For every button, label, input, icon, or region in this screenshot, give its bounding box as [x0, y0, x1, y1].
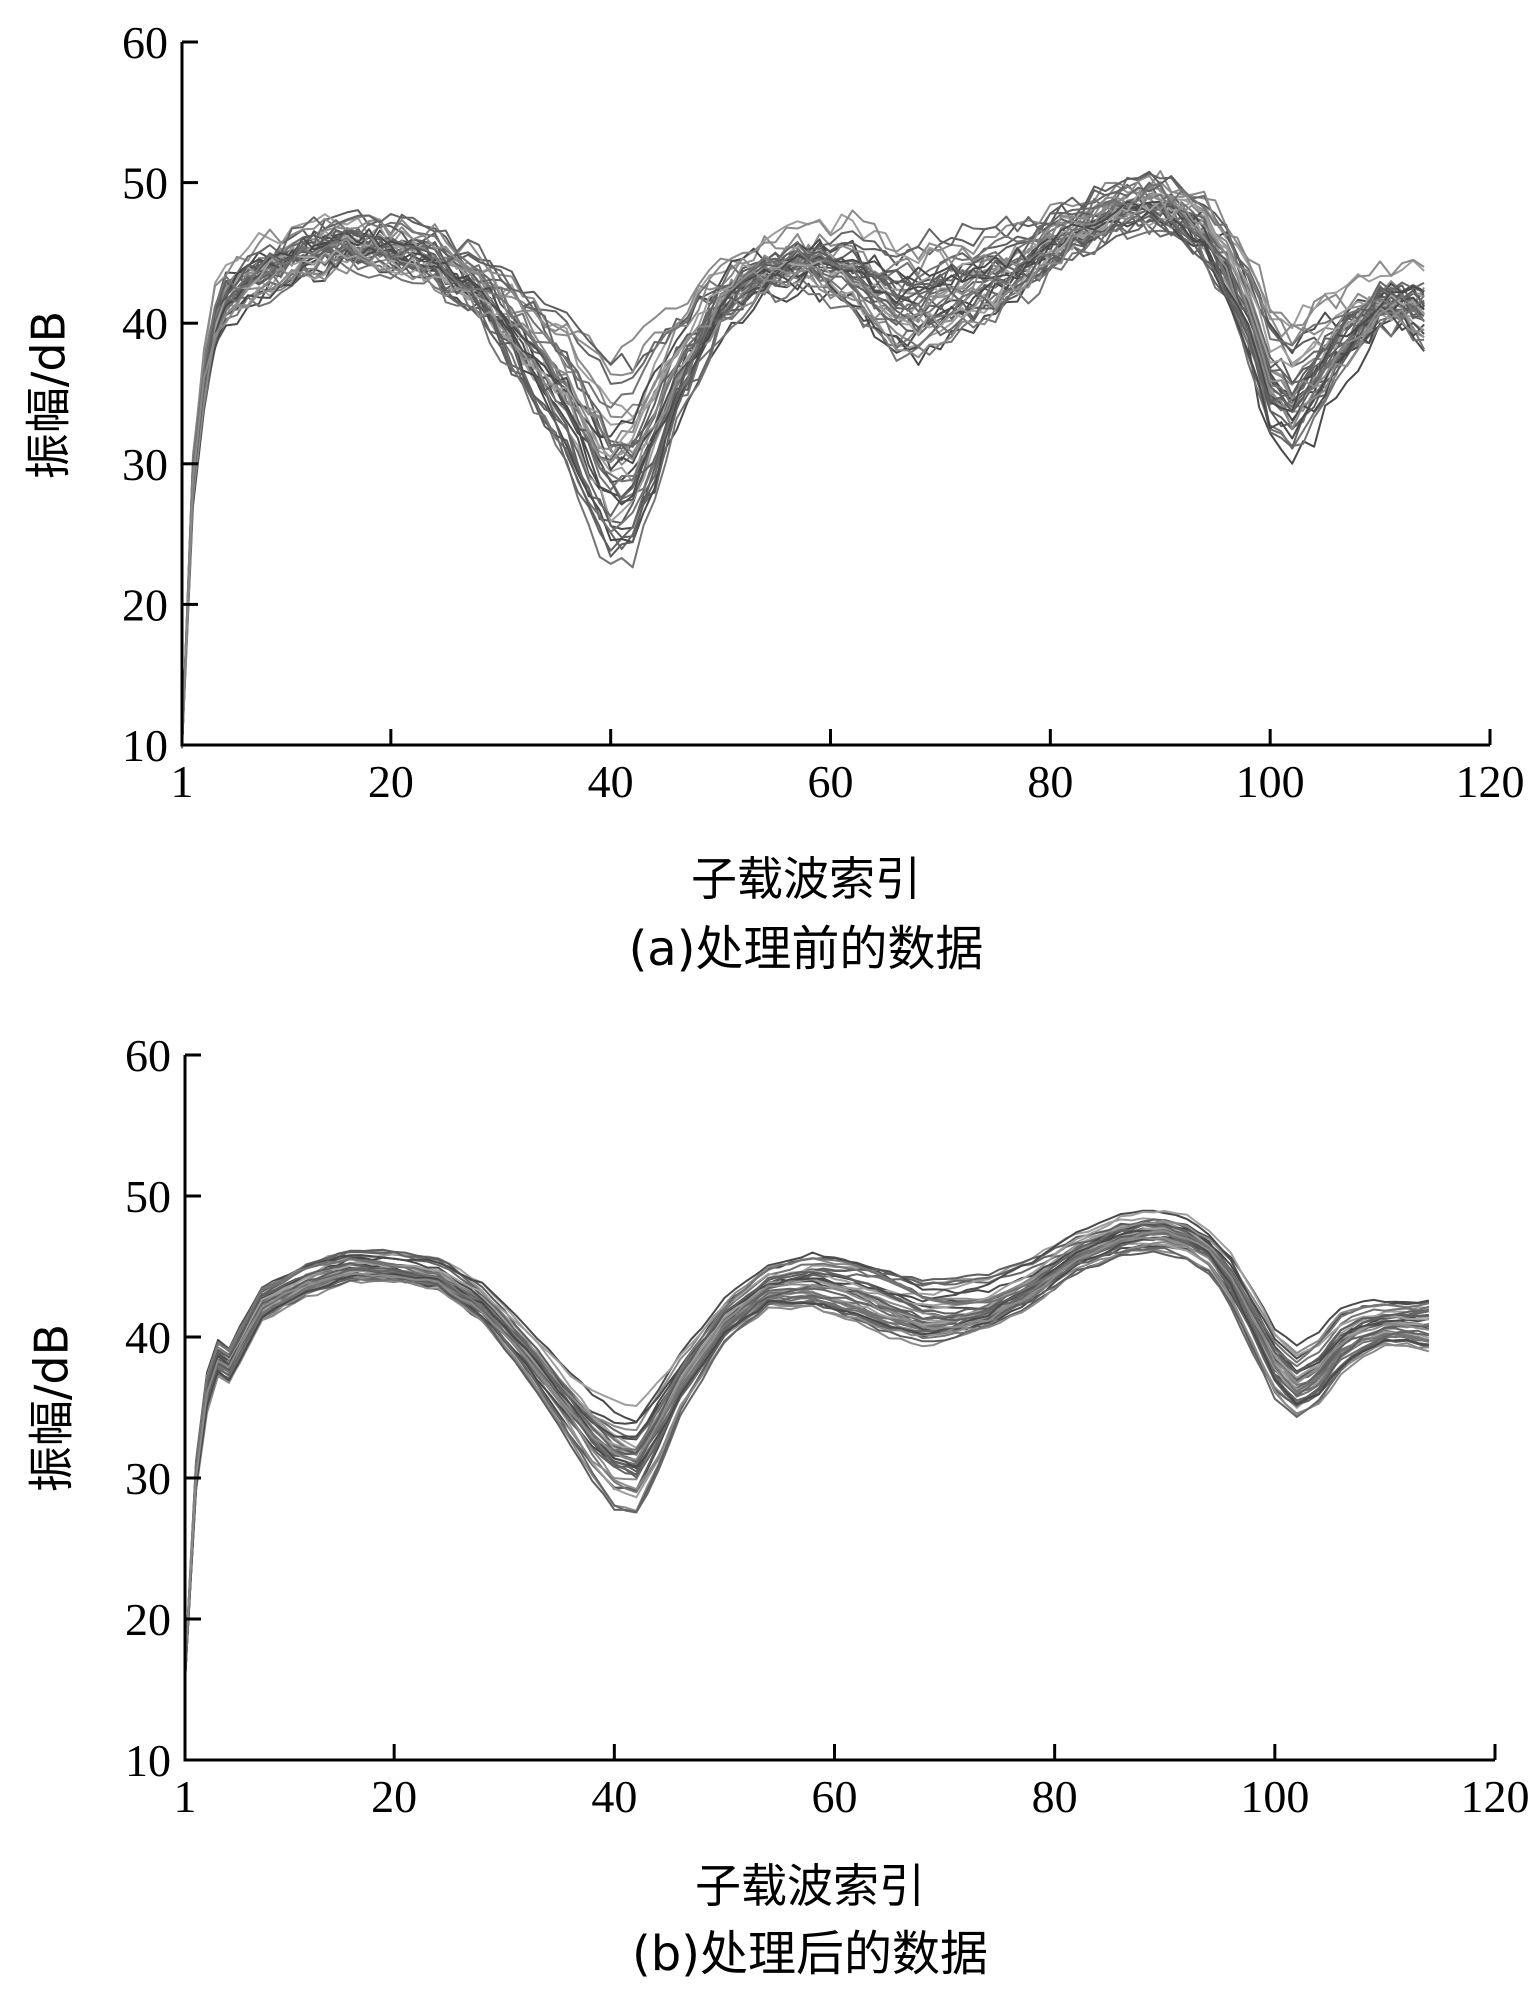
x-tick-label: 1: [171, 756, 194, 807]
y-tick-label: 50: [125, 1171, 171, 1222]
y-tick-label: 30: [122, 439, 168, 490]
y-tick-label: 60: [122, 17, 168, 68]
y-tick-label: 60: [125, 1030, 171, 1081]
x-tick-label: 20: [368, 756, 414, 807]
y-tick-label: 30: [125, 1453, 171, 1504]
x-tick-label: 80: [1032, 1771, 1078, 1822]
series-line: [181, 193, 1425, 746]
series-line: [181, 195, 1425, 746]
y-tick-label: 50: [122, 158, 168, 209]
series-line: [184, 1229, 1430, 1670]
y-tick-label: 10: [122, 720, 168, 771]
series-line: [181, 194, 1425, 747]
series-line: [181, 209, 1425, 748]
x-ticks-b: 1 20 40 60 80 100 120: [174, 1744, 1530, 1822]
series-line: [181, 210, 1425, 745]
x-tick-label: 80: [1027, 756, 1073, 807]
y-tick-label: 40: [122, 298, 168, 349]
y-ticks-a: 10 20 30 40 50 60: [122, 17, 198, 771]
x-tick-label: 120: [1456, 756, 1525, 807]
x-tick-label: 100: [1240, 1771, 1309, 1822]
x-axis-label-b: 子载波索引: [695, 1859, 925, 1913]
x-tick-label: 20: [371, 1771, 417, 1822]
x-tick-label: 1: [174, 1771, 197, 1822]
series-layer-b: [184, 1209, 1430, 1683]
series-line: [184, 1229, 1430, 1681]
x-ticks-a: 1 20 40 60 80 100 120: [171, 729, 1525, 807]
y-tick-label: 10: [125, 1735, 171, 1786]
y-tick-label: 20: [122, 579, 168, 630]
caption-a: (a)处理前的数据: [629, 921, 984, 977]
y-tick-label: 40: [125, 1312, 171, 1363]
x-tick-label: 100: [1236, 756, 1305, 807]
x-axis-label-a: 子载波索引: [691, 852, 921, 906]
series-line: [181, 202, 1425, 745]
series-line: [184, 1230, 1430, 1676]
series-line: [184, 1209, 1430, 1682]
x-tick-label: 40: [588, 756, 634, 807]
y-axis-label-b: 振幅/dB: [25, 1324, 79, 1492]
x-tick-label: 60: [808, 756, 854, 807]
series-line: [181, 200, 1425, 742]
y-tick-label: 20: [125, 1594, 171, 1645]
series-line: [181, 184, 1425, 747]
series-line: [181, 215, 1425, 748]
x-tick-label: 40: [591, 1771, 637, 1822]
series-line: [184, 1236, 1429, 1673]
series-line: [184, 1247, 1429, 1673]
y-axis-label-a: 振幅/dB: [22, 311, 76, 479]
y-ticks-b: 10 20 30 40 50 60: [125, 1030, 201, 1786]
x-tick-label: 120: [1461, 1771, 1530, 1822]
series-line: [181, 183, 1425, 748]
series-layer-a: [181, 170, 1425, 749]
x-tick-label: 60: [811, 1771, 857, 1822]
caption-b: (b)处理后的数据: [632, 1926, 988, 1982]
